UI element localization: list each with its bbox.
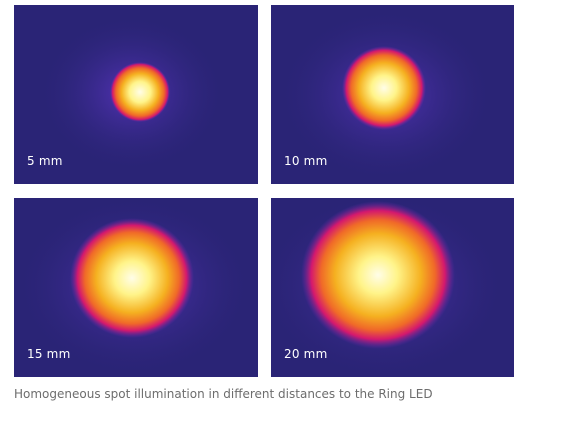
distance-label: 20 mm	[284, 347, 328, 361]
spot-graphic-10mm	[276, 7, 496, 183]
spot-image-10mm: 10 mm	[271, 5, 514, 184]
spot-image-5mm: 5 mm	[14, 5, 258, 184]
distance-label: 10 mm	[284, 154, 328, 168]
spot-core	[301, 201, 455, 349]
spot-image-15mm: 15 mm	[14, 198, 258, 377]
spot-graphic-5mm	[37, 13, 227, 173]
spot-core	[342, 46, 426, 130]
distance-label: 15 mm	[27, 347, 71, 361]
spot-graphic-20mm	[271, 198, 508, 377]
spot-image-20mm: 20 mm	[271, 198, 514, 377]
distance-label: 5 mm	[27, 154, 63, 168]
spot-graphic-15mm	[14, 198, 254, 377]
spot-core	[70, 218, 194, 338]
spot-core	[110, 62, 170, 122]
figure-caption: Homogeneous spot illumination in differe…	[14, 387, 433, 401]
